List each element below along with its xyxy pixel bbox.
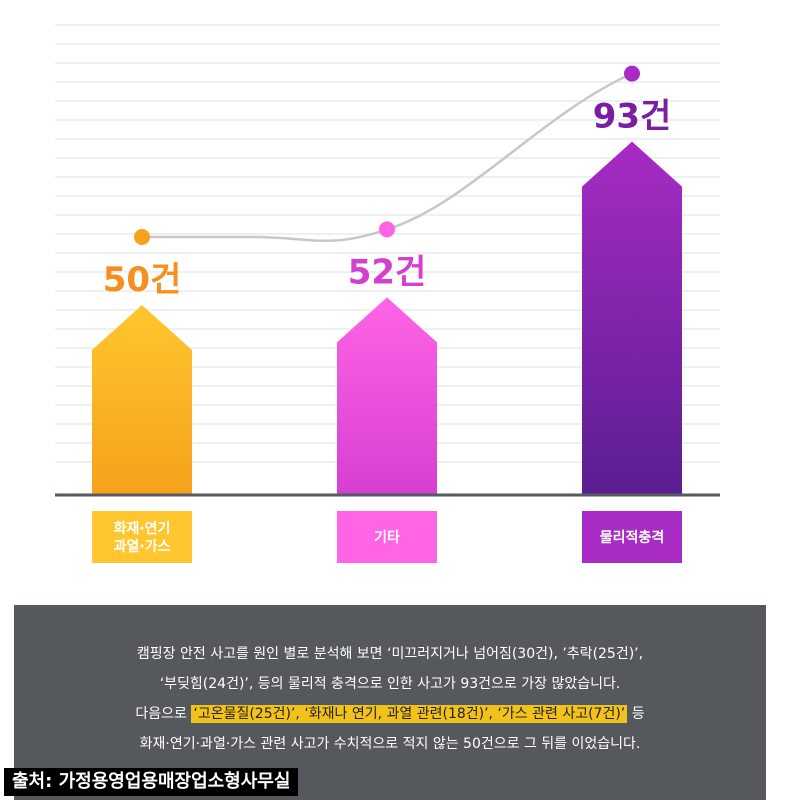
caption-line-4: 화재·연기·과열·가스 관련 사고가 수치적으로 적지 않는 50건으로 그 뒤… [139,736,641,752]
trend-line [142,72,633,243]
value-labels-group: 50건 52건 93건 [103,97,672,300]
bar [92,305,192,494]
category-label-box [337,511,437,563]
value-label: 50건 [103,260,182,300]
caption-text: 캠핑장 안전 사고를 원인 별로 분석해 보면 ‘미끄러지거나 넘어짐(30건)… [14,639,766,759]
value-label: 52건 [348,252,427,292]
category-label: 기타 [374,530,400,546]
caption-box: 캠핑장 안전 사고를 원인 별로 분석해 보면 ‘미끄러지거나 넘어짐(30건)… [14,605,766,800]
category-label: 화재·연기 [114,521,171,537]
caption-line-3-prefix: 다음으로 [135,706,192,722]
category-label-box [92,511,192,563]
category-label-box [582,511,682,563]
bar [337,297,437,494]
caption-line-2: ‘부딪힘(24건)’, 등의 물리적 충격으로 인한 사고가 93건으로 가장 … [159,676,621,692]
caption-highlight: ‘고온물질(25건)’, ‘화재나 연기, 과열 관련(18건)’, ‘가스 관… [191,705,628,723]
bar [582,141,682,494]
trend-point [624,65,640,82]
caption-line-3-suffix: 등 [627,706,645,722]
trend-line-group [134,65,640,245]
category-label: 물리적충격 [600,529,664,546]
caption-line-3: 다음으로 ‘고온물질(25건)’, ‘화재나 연기, 과열 관련(18건)’, … [14,699,766,729]
caption-line-1: 캠핑장 안전 사고를 원인 별로 분석해 보면 ‘미끄러지거나 넘어짐(30건)… [136,646,644,662]
trend-point [134,229,150,245]
value-label: 93건 [593,97,672,137]
trend-point [379,221,395,238]
bars-group [92,141,682,494]
category-label: 과열·가스 [114,538,171,555]
source-label: 출처: 가정용영업용매장업소형사무실 [4,768,299,796]
